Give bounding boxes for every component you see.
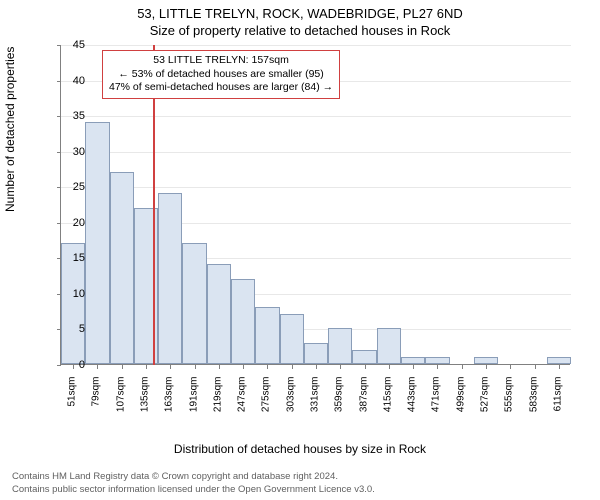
annotation-line1: 53 LITTLE TRELYN: 157sqm [109,54,333,68]
footer-line2: Contains public sector information licen… [12,484,375,496]
xtick-mark [437,365,438,369]
xtick-mark [170,365,171,369]
xtick-label: 51sqm [67,377,78,423]
xtick-label: 107sqm [115,377,126,423]
xtick-label: 415sqm [382,377,393,423]
xtick-label: 611sqm [552,377,563,423]
histogram-bar [182,243,206,364]
y-axis-label: Number of detached properties [3,47,17,212]
xtick-mark [243,365,244,369]
chart-container [60,45,570,405]
xtick-label: 163sqm [164,377,175,423]
xtick-mark [559,365,560,369]
annotation-line3: 47% of semi-detached houses are larger (… [109,81,333,95]
histogram-bar [474,357,498,364]
histogram-bar [328,328,352,364]
ytick-label: 20 [73,217,85,229]
ytick-mark [57,223,61,224]
gridline [61,116,571,117]
xtick-mark [122,365,123,369]
xtick-mark [146,365,147,369]
xtick-mark [535,365,536,369]
xtick-label: 247sqm [237,377,248,423]
xtick-label: 443sqm [407,377,418,423]
xtick-mark [97,365,98,369]
ytick-label: 0 [79,359,85,371]
xtick-label: 583sqm [528,377,539,423]
gridline [61,152,571,153]
histogram-bar [425,357,449,364]
ytick-label: 40 [73,75,85,87]
annotation-line2: ← 53% of detached houses are smaller (95… [109,68,333,82]
ytick-mark [57,187,61,188]
xtick-label: 331sqm [310,377,321,423]
xtick-label: 79sqm [91,377,102,423]
annotation-box: 53 LITTLE TRELYN: 157sqm← 53% of detache… [102,50,340,99]
xtick-label: 275sqm [261,377,272,423]
xtick-mark [267,365,268,369]
xtick-mark [316,365,317,369]
xtick-mark [486,365,487,369]
chart-title-line2: Size of property relative to detached ho… [0,23,600,38]
xtick-mark [413,365,414,369]
histogram-bar [547,357,571,364]
histogram-bar [158,193,182,364]
footer-line1: Contains HM Land Registry data © Crown c… [12,471,375,483]
xtick-mark [340,365,341,369]
xtick-label: 555sqm [504,377,515,423]
ytick-mark [57,81,61,82]
histogram-bar [231,279,255,364]
ytick-mark [57,116,61,117]
histogram-bar [377,328,401,364]
xtick-mark [292,365,293,369]
xtick-mark [195,365,196,369]
gridline [61,187,571,188]
ytick-label: 45 [73,39,85,51]
histogram-bar [304,343,328,364]
ytick-label: 5 [79,323,85,335]
histogram-bar [401,357,425,364]
ytick-label: 25 [73,181,85,193]
xtick-label: 359sqm [334,377,345,423]
xtick-label: 471sqm [431,377,442,423]
xtick-mark [510,365,511,369]
xtick-label: 387sqm [358,377,369,423]
xtick-mark [365,365,366,369]
x-axis-label: Distribution of detached houses by size … [0,442,600,456]
histogram-bar [352,350,376,364]
ytick-mark [57,45,61,46]
histogram-bar [280,314,304,364]
histogram-bar [255,307,279,364]
histogram-bar [110,172,134,364]
ytick-label: 30 [73,146,85,158]
xtick-label: 303sqm [285,377,296,423]
xtick-mark [389,365,390,369]
xtick-label: 219sqm [212,377,223,423]
ytick-label: 15 [73,252,85,264]
xtick-label: 527sqm [480,377,491,423]
xtick-mark [462,365,463,369]
chart-title-line1: 53, LITTLE TRELYN, ROCK, WADEBRIDGE, PL2… [0,6,600,21]
ytick-mark [57,365,61,366]
xtick-label: 135sqm [140,377,151,423]
ytick-label: 35 [73,110,85,122]
ytick-mark [57,152,61,153]
footer-attribution: Contains HM Land Registry data © Crown c… [12,471,375,496]
xtick-label: 499sqm [455,377,466,423]
gridline [61,45,571,46]
histogram-bar [207,264,231,364]
xtick-mark [219,365,220,369]
xtick-mark [73,365,74,369]
xtick-label: 191sqm [188,377,199,423]
histogram-bar [85,122,109,364]
ytick-label: 10 [73,288,85,300]
